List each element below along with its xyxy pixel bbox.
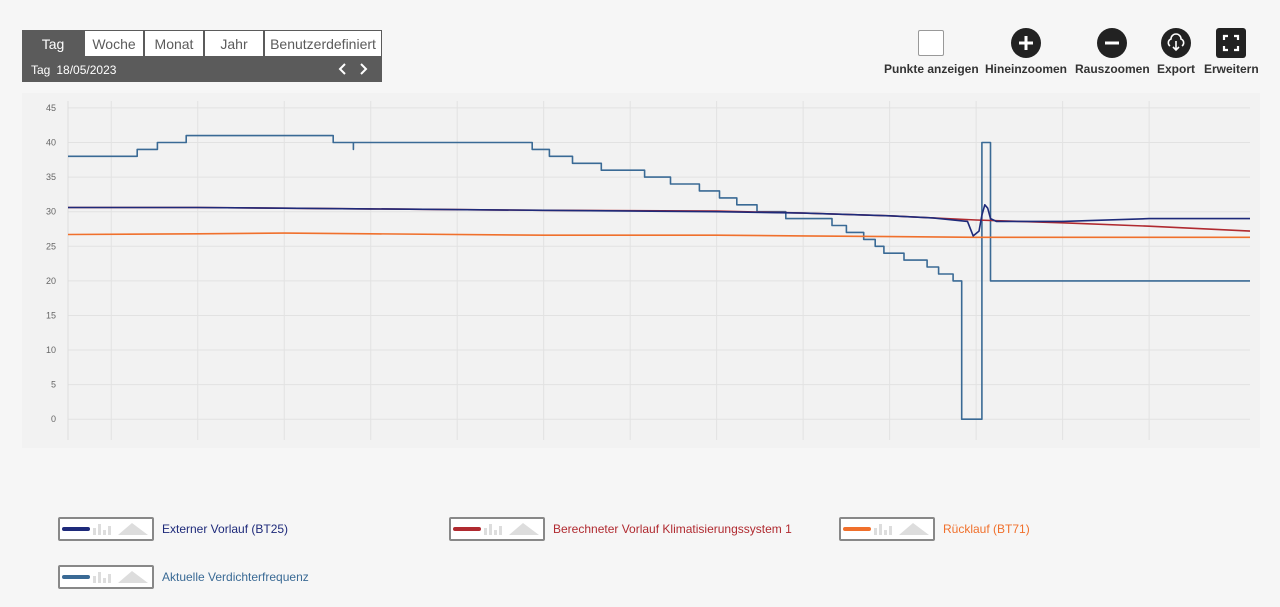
y-tick-label: 45: [46, 103, 56, 113]
legend-label: Berechneter Vorlauf Klimatisierungssyste…: [553, 522, 792, 536]
zoom-out-icon: [1097, 28, 1128, 58]
show-points-label: Punkte anzeigen: [884, 62, 979, 76]
tab-jahr[interactable]: Jahr: [204, 30, 264, 57]
y-tick-label: 35: [46, 172, 56, 182]
series-line-0: [68, 204, 1250, 237]
export-label: Export: [1157, 62, 1196, 76]
show-points-toggle[interactable]: Punkte anzeigen: [884, 28, 979, 76]
previous-date-button[interactable]: [336, 62, 350, 76]
series-line-3: [68, 134, 1250, 420]
date-display: Tag 18/05/2023: [22, 57, 382, 82]
zoom-out-button[interactable]: Rauszoomen: [1075, 28, 1150, 76]
next-date-button[interactable]: [356, 62, 370, 76]
expand-button[interactable]: Erweitern: [1204, 28, 1259, 76]
series-swatch-icon: [62, 523, 148, 535]
series-swatch-icon: [62, 571, 148, 583]
zoom-in-label: Hineinzoomen: [985, 62, 1068, 76]
series-swatch-icon: [453, 523, 539, 535]
zoom-in-icon: [1011, 28, 1041, 58]
legend-swatch[interactable]: [58, 517, 154, 541]
expand-label: Erweitern: [1204, 62, 1259, 76]
fullscreen-icon: [1216, 28, 1247, 58]
legend-item[interactable]: Rücklauf (BT71): [839, 517, 1030, 541]
legend-swatch[interactable]: [449, 517, 545, 541]
line-chart: 05101520253035404504:3005:0005:3006:0006…: [46, 101, 1251, 459]
period-selector: Tag Woche Monat Jahr Benutzerdefiniert Tag 1…: [22, 30, 382, 82]
tab-monat[interactable]: Monat: [144, 30, 204, 57]
legend-label: Aktuelle Verdichterfrequenz: [162, 570, 309, 584]
y-tick-label: 15: [46, 310, 56, 320]
tab-benutzerdefiniert[interactable]: Benutzerdefiniert: [264, 30, 382, 57]
legend-label: Rücklauf (BT71): [943, 522, 1030, 536]
legend-item[interactable]: Berechneter Vorlauf Klimatisierungssyste…: [449, 517, 792, 541]
y-tick-label: 10: [46, 345, 56, 355]
series-line-2: [67, 232, 1250, 239]
y-tick-label: 0: [51, 414, 56, 424]
legend-item[interactable]: Aktuelle Verdichterfrequenz: [58, 565, 309, 589]
cloud-download-icon: [1161, 28, 1191, 58]
legend-swatch[interactable]: [58, 565, 154, 589]
y-tick-label: 20: [46, 276, 56, 286]
y-tick-label: 40: [46, 138, 56, 148]
period-label: Tag: [31, 62, 51, 77]
period-date: 18/05/2023: [56, 62, 117, 77]
y-tick-label: 5: [51, 380, 56, 390]
tab-woche[interactable]: Woche: [84, 30, 144, 57]
legend-label: Externer Vorlauf (BT25): [162, 522, 289, 536]
zoom-in-button[interactable]: Hineinzoomen: [985, 28, 1067, 76]
chevron-left-icon: [338, 63, 346, 75]
tab-tag[interactable]: Tag: [22, 30, 84, 57]
y-tick-label: 25: [46, 241, 56, 251]
chevron-right-icon: [360, 63, 368, 75]
checkbox-icon[interactable]: [916, 28, 946, 58]
series-swatch-icon: [843, 523, 929, 535]
zoom-out-label: Rauszoomen: [1075, 62, 1150, 76]
legend-swatch[interactable]: [839, 517, 935, 541]
chart-area: 05101520253035404504:3005:0005:3006:0006…: [22, 93, 1260, 459]
export-button[interactable]: Export: [1157, 28, 1195, 76]
legend-item[interactable]: Externer Vorlauf (BT25): [58, 517, 288, 541]
period-tabs: Tag Woche Monat Jahr Benutzerdefiniert: [22, 30, 382, 57]
y-tick-label: 30: [46, 207, 56, 217]
